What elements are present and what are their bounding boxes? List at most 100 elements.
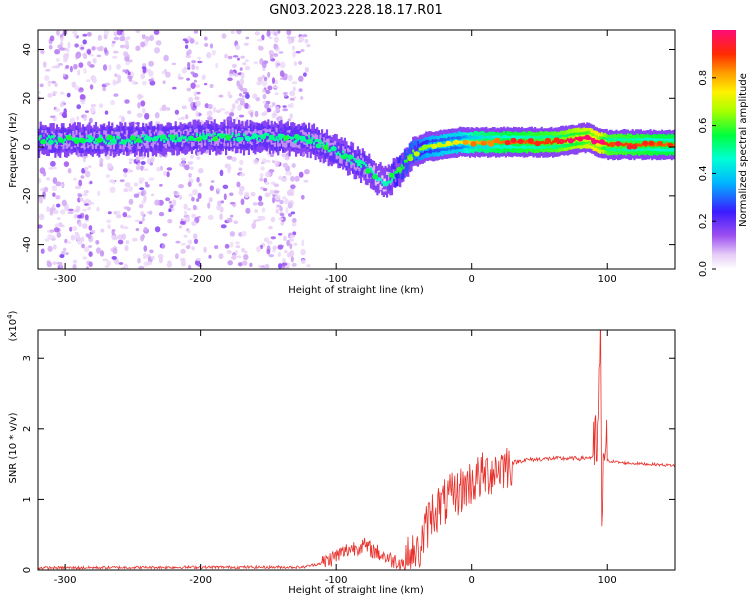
spectrogram-ridge-cell bbox=[73, 137, 76, 141]
spectrogram-noise-point bbox=[300, 96, 304, 100]
spectrogram-ridge-peak bbox=[558, 138, 565, 145]
spectrogram-ridge-cell bbox=[298, 137, 301, 145]
spectrogram-noise-point bbox=[207, 214, 214, 221]
spectrogram-ridge-cell bbox=[93, 140, 96, 144]
spectrogram-ridge-cell bbox=[626, 143, 629, 147]
spectrogram-noise-point bbox=[72, 30, 78, 35]
spectrogram-ridge-peak bbox=[488, 141, 494, 147]
spectrogram-ridge-cell bbox=[96, 134, 99, 141]
spectrogram-ridge-cell bbox=[85, 139, 88, 143]
y-tick-label: 0 bbox=[22, 144, 33, 150]
spectrogram-noise-point bbox=[141, 66, 147, 70]
spectrogram-ridge-cell bbox=[475, 140, 478, 144]
spectrogram-noise-point bbox=[81, 243, 85, 249]
spectrogram-ridge-cell bbox=[164, 137, 168, 140]
spectrogram-ridge-cell bbox=[672, 144, 675, 147]
spectrogram-noise-point bbox=[90, 229, 96, 234]
spectrogram-noise-point bbox=[261, 74, 265, 79]
spectrogram-noise-point bbox=[191, 220, 197, 226]
spectrogram-noise-point bbox=[168, 200, 172, 204]
spectrogram-noise-point bbox=[124, 182, 131, 188]
spectrogram-noise-point bbox=[206, 52, 212, 59]
spectrogram-noise-point bbox=[100, 228, 105, 233]
spectrogram-noise-point bbox=[241, 260, 248, 266]
spectrogram-noise-point bbox=[145, 184, 150, 188]
spectrogram-noise-point bbox=[210, 180, 215, 183]
spectrogram-noise-point bbox=[138, 221, 143, 225]
spectrogram-noise-point bbox=[302, 34, 308, 38]
spectrogram-noise-point bbox=[85, 233, 89, 238]
spectrogram-ridge-cell bbox=[252, 137, 255, 144]
spectrogram-ridge-cell bbox=[127, 134, 130, 142]
spectrogram-ridge-cell bbox=[402, 166, 405, 170]
spectrogram-ridge-cell bbox=[94, 138, 98, 142]
spectrogram-ridge-cell bbox=[654, 142, 657, 146]
spectrogram-ridge-cell bbox=[186, 129, 189, 142]
spectrogram-noise-point bbox=[237, 104, 242, 111]
spectrogram-noise-point bbox=[144, 112, 150, 120]
spectrogram-noise-point bbox=[279, 206, 283, 212]
spectrogram-ridge-peak bbox=[527, 138, 534, 144]
spectrogram-ridge-peak bbox=[86, 137, 93, 143]
spectrogram-ridge-cell bbox=[369, 167, 372, 171]
spectrogram-noise-point bbox=[288, 238, 294, 242]
spectrogram-ridge-peak bbox=[176, 136, 183, 143]
spectrogram-noise-point bbox=[277, 217, 284, 221]
spectrogram-noise-point bbox=[185, 114, 189, 120]
spectrogram-noise-point bbox=[285, 207, 289, 214]
spectrogram-noise-point bbox=[192, 204, 197, 211]
spectrogram-ridge-peak bbox=[144, 135, 151, 141]
spectrogram-noise-point bbox=[73, 63, 78, 70]
spectrogram-noise-point bbox=[301, 239, 305, 247]
spectrogram-noise-point bbox=[167, 218, 173, 224]
spectrogram-ridge-cell bbox=[347, 158, 350, 162]
spectrogram-noise-point bbox=[153, 30, 160, 35]
spectrogram-ridge-cell bbox=[215, 132, 218, 139]
spectrogram-ridge-cell bbox=[491, 140, 494, 143]
spectrogram-ridge-cell bbox=[117, 136, 120, 144]
spectrogram-noise-point bbox=[181, 160, 186, 168]
spectrogram-noise-point bbox=[245, 93, 250, 99]
spectrogram-ridge-peak bbox=[277, 133, 284, 139]
spectrogram-ridge-peak bbox=[96, 137, 103, 143]
spectrogram-noise-point bbox=[123, 206, 130, 210]
x-tick-label: 0 bbox=[469, 274, 475, 285]
spectrogram-noise-point bbox=[90, 106, 96, 114]
spectrogram-noise-point bbox=[150, 255, 155, 260]
spectrogram-noise-point bbox=[146, 158, 151, 165]
spectrogram-noise-point bbox=[69, 226, 73, 232]
spectrogram-noise-point bbox=[173, 190, 178, 195]
spectrogram-noise-point bbox=[86, 79, 91, 83]
spectrogram-ridge-cell bbox=[308, 135, 311, 138]
spectrogram-noise-point bbox=[272, 196, 276, 204]
spectrogram-noise-point bbox=[268, 254, 275, 258]
spectrogram-ridge-cell bbox=[117, 136, 120, 140]
spectrogram-ridge-cell bbox=[582, 136, 585, 140]
spectrogram-noise-point bbox=[46, 261, 53, 268]
spectrogram-noise-point bbox=[224, 243, 230, 249]
spectrogram-noise-point bbox=[55, 58, 60, 62]
spectrogram-ridge-cell bbox=[394, 171, 397, 174]
spectrogram-ridge-cell bbox=[47, 136, 50, 144]
spectrogram-noise-point bbox=[216, 188, 221, 191]
spectrogram-ridge-cell bbox=[137, 134, 140, 138]
spectrogram-ridge-cell bbox=[164, 136, 168, 144]
spectrogram-noise-point bbox=[140, 160, 146, 166]
snr-multiplier-base: (x10 bbox=[8, 319, 19, 342]
spectrogram-noise-point bbox=[243, 42, 249, 46]
spectrogram-noise-point bbox=[233, 220, 239, 224]
spectrogram-noise-point bbox=[73, 177, 77, 181]
spectrogram-noise-point bbox=[272, 249, 276, 253]
spectrogram-noise-point bbox=[52, 192, 56, 197]
spectrogram-noise-point bbox=[279, 213, 285, 217]
spectrogram-noise-point bbox=[86, 31, 92, 37]
spectrogram-ridge-cell bbox=[298, 136, 301, 140]
spectrogram-noise-point bbox=[39, 83, 44, 88]
spectrogram-ridge-cell bbox=[39, 134, 42, 138]
spectrogram-noise-point bbox=[267, 85, 273, 91]
spectrogram-noise-point bbox=[191, 246, 195, 251]
spectrogram-noise-point bbox=[38, 96, 41, 102]
spectrogram-ridge-cell bbox=[101, 138, 104, 141]
spectrogram-ridge-cell bbox=[264, 136, 267, 144]
